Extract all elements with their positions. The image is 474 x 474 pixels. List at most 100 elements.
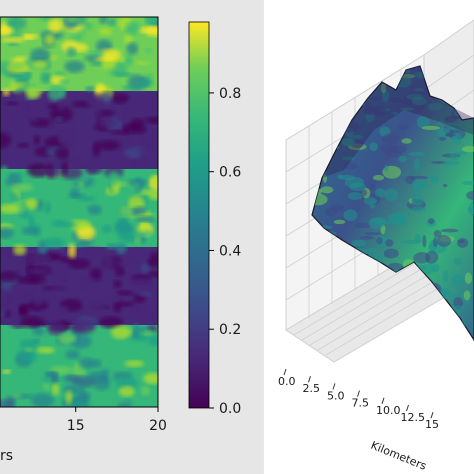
heatmap-texture-blob <box>27 253 48 264</box>
heatmap-texture-blob <box>66 46 77 57</box>
heatmap-texture-blob <box>8 61 26 70</box>
heatmap-texture-blob <box>89 60 104 67</box>
heatmap-texture-blob <box>118 385 135 397</box>
surface-x-tick <box>308 376 311 383</box>
heatmap-texture-blob <box>85 93 105 108</box>
surface-x-tick <box>283 368 287 376</box>
surface-texture-blob <box>312 79 319 92</box>
surface-texture-blob <box>392 218 407 227</box>
heatmap-texture-blob <box>37 310 60 323</box>
heatmap-texture-blob <box>116 290 134 296</box>
heatmap-texture-blob <box>137 292 154 297</box>
heatmap-texture-blob <box>8 295 30 306</box>
surface-texture-blob <box>399 328 409 338</box>
heatmap-texture-blob <box>5 396 16 407</box>
heatmap-texture-blob <box>124 360 145 368</box>
surface-texture-blob <box>404 69 411 74</box>
surface-texture-blob <box>392 111 398 115</box>
surface-texture-blob <box>333 219 346 225</box>
heatmap-texture-blob <box>139 310 156 319</box>
heatmap-texture-blob <box>33 135 41 145</box>
heatmap-texture-blob <box>85 86 95 93</box>
surface-x-tick-label: 5.0 <box>327 389 345 402</box>
heatmap-texture-blob <box>28 215 35 231</box>
surface-texture-blob <box>384 150 402 158</box>
surface-panel: 0.0 2.5 5.0 7.5 10.0 12.5 15 Kilometers <box>264 0 474 474</box>
surface-figure: 0.0 2.5 5.0 7.5 10.012.515 Kilometers <box>278 19 474 473</box>
heatmap-texture-blob <box>147 334 158 347</box>
surface-xlabel: Kilometers <box>369 439 429 473</box>
surface-texture-blob <box>455 151 467 155</box>
surface-texture-blob <box>466 190 474 200</box>
surface-texture-blob <box>338 174 355 180</box>
heatmap-texture-blob <box>65 390 73 406</box>
surface-texture-blob <box>410 206 426 213</box>
heatmap-texture-blob <box>150 174 158 186</box>
heatmap-texture-blob <box>49 55 59 61</box>
surface-texture-blob <box>438 120 444 125</box>
heatmap-texture-blob <box>68 258 91 269</box>
heatmap-texture-blob <box>113 279 122 289</box>
heatmap-x-ticks: 15 20 <box>67 407 167 434</box>
heatmap-texture-blob <box>0 115 14 131</box>
heatmap-texture-blob <box>43 237 66 249</box>
heatmap-texture-blob <box>24 347 34 352</box>
surface-texture-blob <box>351 239 367 247</box>
surface-texture-blob <box>369 142 379 152</box>
surface-texture-blob <box>369 340 385 353</box>
surface-texture-blob <box>397 124 410 130</box>
heatmap-texture-blob <box>140 262 150 274</box>
heatmap-texture-blob <box>98 17 109 24</box>
surface-texture-blob <box>451 273 464 287</box>
heatmap-texture-blob <box>51 253 64 260</box>
surface-texture-blob <box>353 222 371 229</box>
surface-texture-blob <box>341 66 348 72</box>
heatmap-texture-blob <box>1 36 25 43</box>
surface-texture-blob <box>312 68 318 74</box>
heatmap-texture-blob <box>17 142 30 148</box>
heatmap-texture-blob <box>0 132 11 149</box>
heatmap-xlabel: rs <box>0 448 13 464</box>
heatmap-texture-blob <box>51 383 60 396</box>
surface-x-tick <box>406 404 409 412</box>
surface-texture-blob <box>341 156 355 161</box>
heatmap-texture-blob <box>24 213 31 219</box>
heatmap-texture-blob <box>67 243 77 259</box>
heatmap-texture-blob <box>114 259 137 266</box>
grid-line <box>293 252 433 336</box>
surface-texture-blob <box>464 272 473 284</box>
surface-texture-blob <box>365 232 382 236</box>
surface-texture-blob <box>368 96 383 101</box>
heatmap-texture-blob <box>44 372 59 378</box>
heatmap-texture-blob <box>46 266 66 282</box>
colorbar <box>188 21 210 409</box>
heatmap-texture-blob <box>59 86 67 99</box>
surface-texture-blob <box>461 180 474 186</box>
heatmap-texture-blob <box>140 129 158 142</box>
surface-texture-blob <box>463 290 471 301</box>
heatmap-texture-blob <box>125 54 133 66</box>
surface-texture-blob <box>317 88 330 96</box>
surface-texture-blob <box>389 97 402 103</box>
heatmap-texture-blob <box>47 121 54 131</box>
surface-texture-blob <box>442 339 453 340</box>
colorbar-tick-label: 0.4 <box>219 243 241 259</box>
surface-texture-blob <box>447 319 466 332</box>
heatmap-texture-blob <box>124 33 133 46</box>
heatmap-texture-blob <box>95 109 103 116</box>
heatmap-texture-blob <box>79 357 94 369</box>
heatmap-texture-blob <box>30 47 51 64</box>
heatmap-texture-blob <box>114 266 125 277</box>
heatmap-texture-blob <box>54 146 69 160</box>
surface-texture-blob <box>439 136 447 141</box>
heatmap-texture-blob <box>0 154 9 160</box>
surface-texture-blob <box>411 97 427 106</box>
heatmap-texture-blob <box>96 118 118 129</box>
surface-x-ticks: 0.0 2.5 5.0 7.5 10.012.515 <box>278 368 439 431</box>
surface-texture-blob <box>460 337 472 340</box>
heatmap-texture-blob <box>64 60 85 73</box>
heatmap-texture-blob <box>127 178 149 187</box>
surface-texture-blob <box>427 218 435 224</box>
surface-x-tick-label: 0.0 <box>278 375 296 388</box>
surface-texture-blob <box>433 230 442 238</box>
